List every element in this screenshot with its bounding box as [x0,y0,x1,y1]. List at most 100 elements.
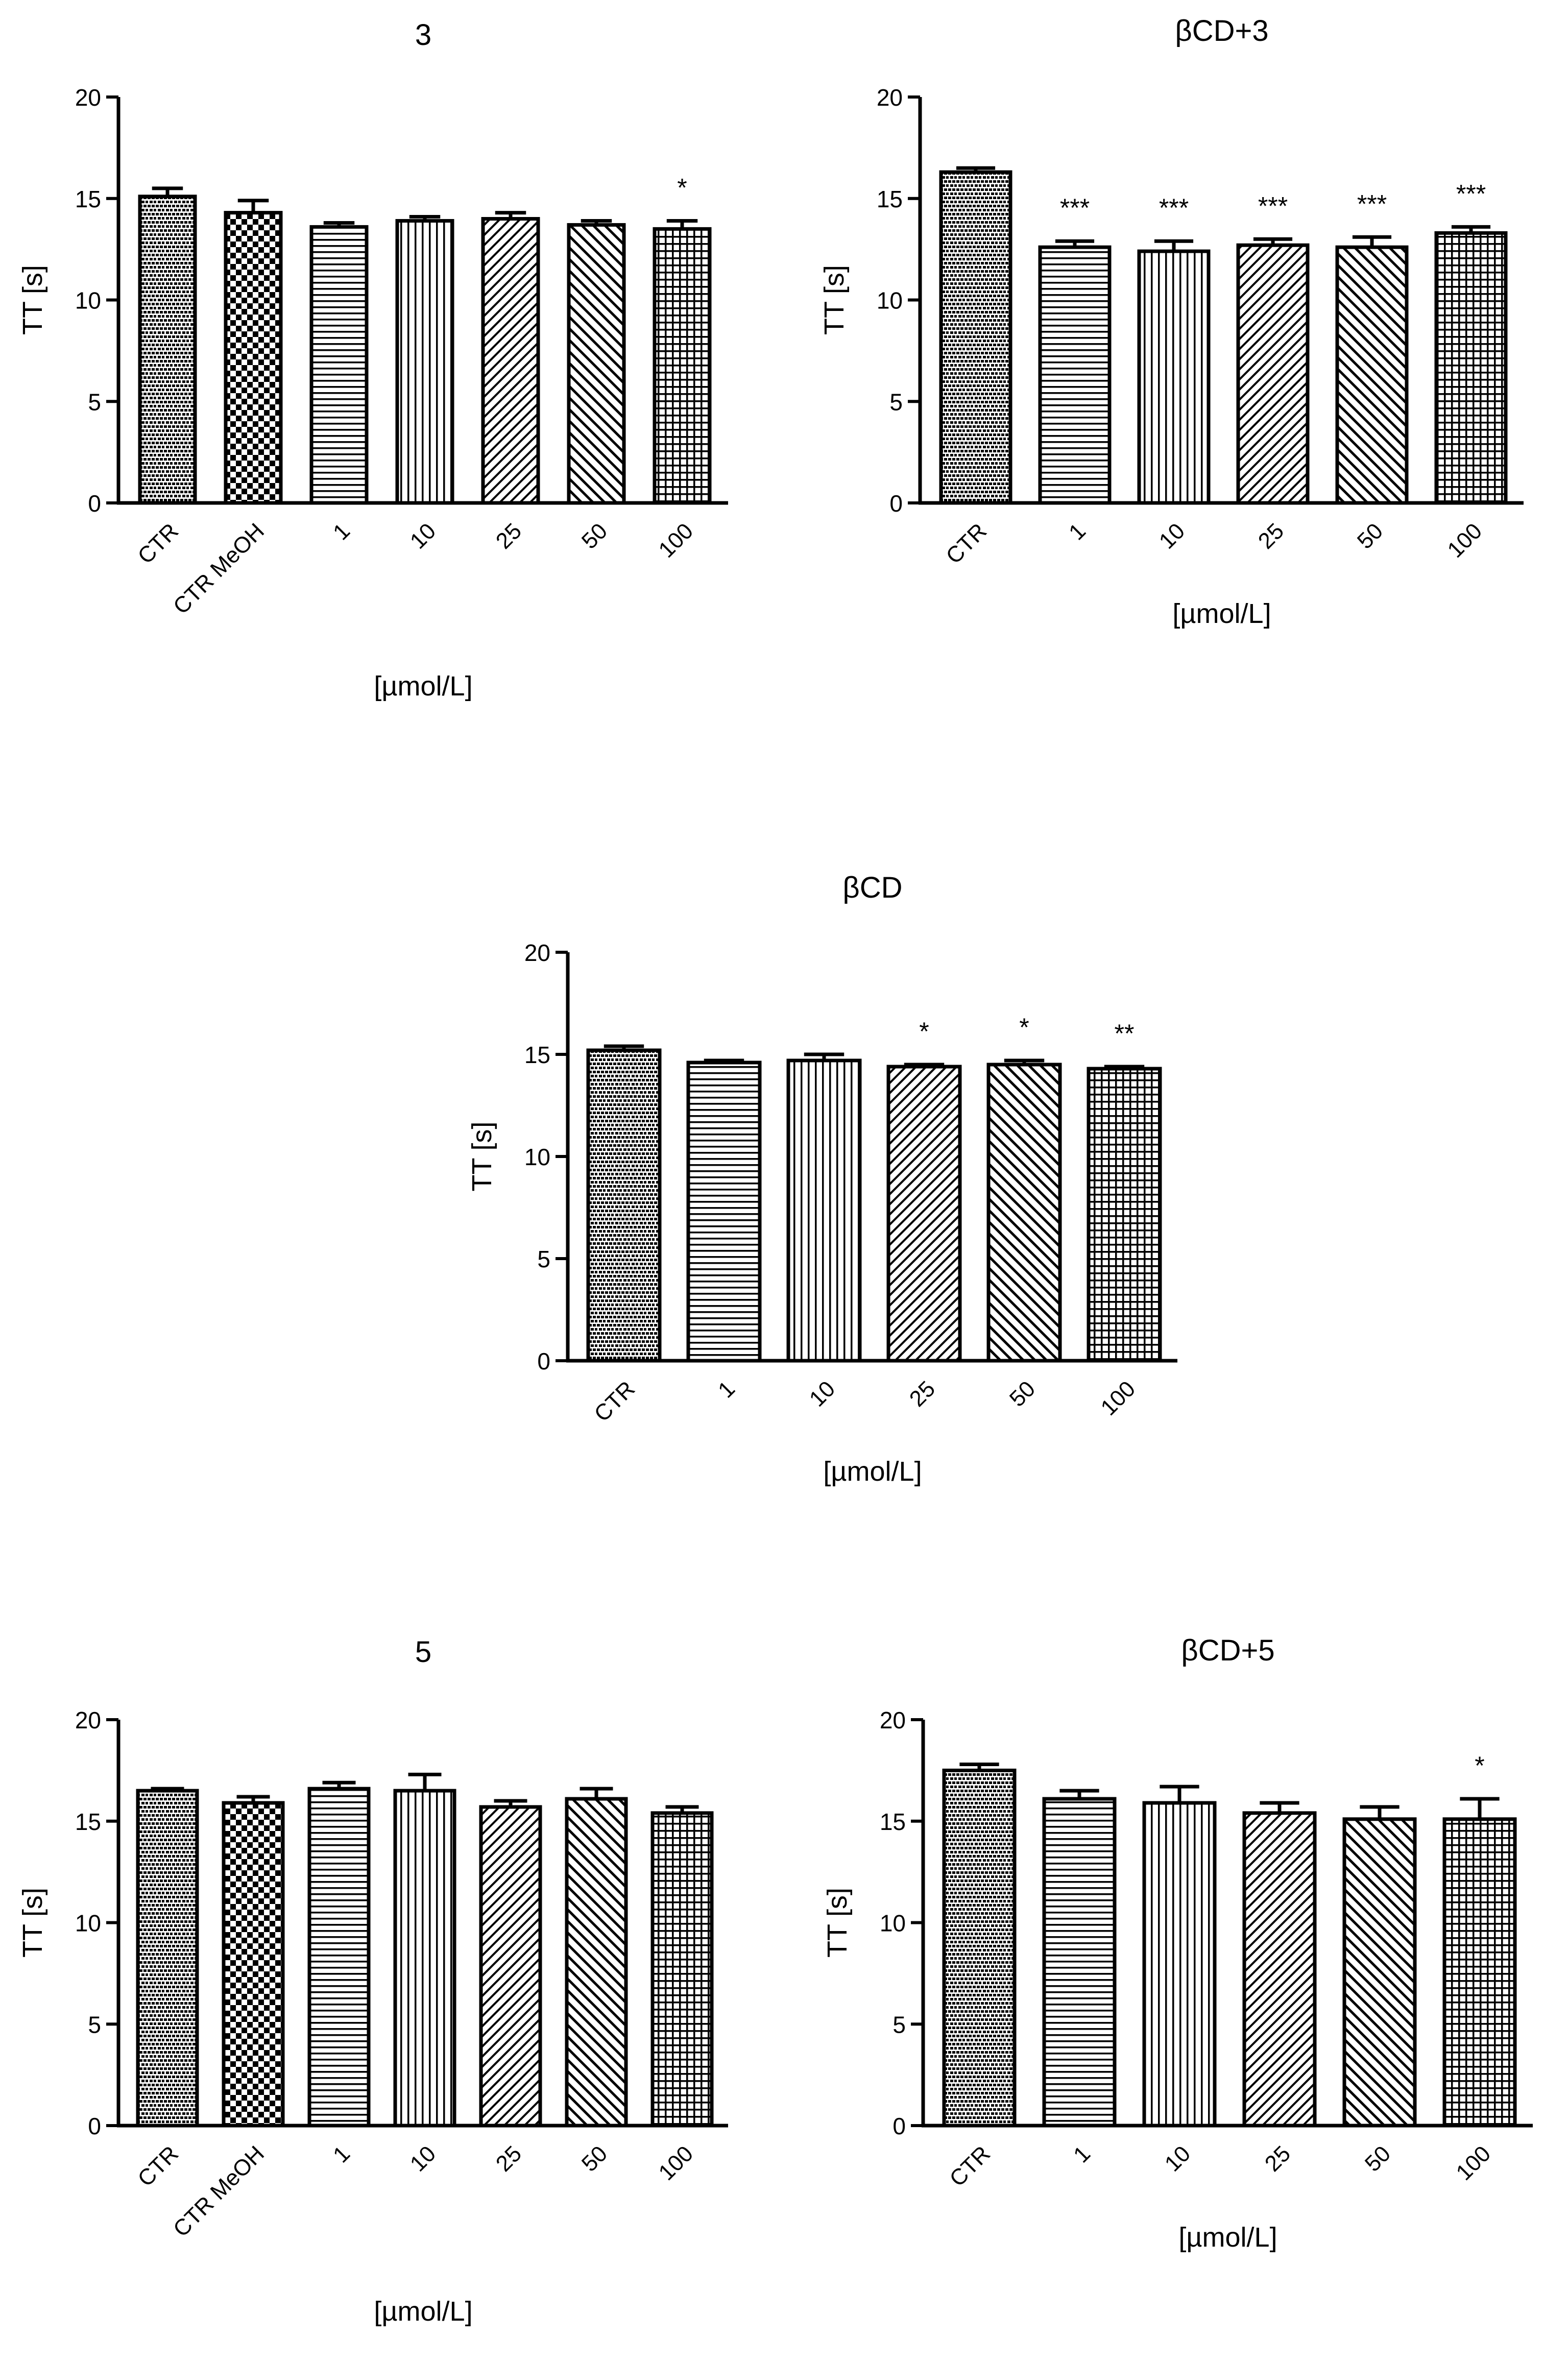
x-tick-label: 1 [1069,2141,1095,2167]
bar [1442,1817,1517,2128]
x-tick-label: CTR [589,1376,640,1427]
bar [886,1065,962,1363]
chart-title: βCD+5 [1181,1634,1274,1667]
bar [222,1801,285,2128]
bar [1335,245,1409,505]
bar [1242,1811,1317,2128]
bar [224,211,283,505]
x-tick-label: 25 [905,1376,940,1411]
x-tick-label: CTR MeOH [168,518,269,619]
bar [653,227,712,505]
chart-title: 5 [415,1635,431,1669]
significance-marker: ** [1115,1019,1135,1048]
y-tick-label: 0 [88,490,101,517]
bar [1137,249,1211,505]
bar [567,223,626,505]
x-tick-label: 50 [1005,1376,1040,1411]
bar [939,170,1012,505]
x-tick-label: 25 [491,2141,526,2176]
chart-title: 3 [415,18,431,52]
bar [479,1805,542,2128]
bar [942,1768,1017,2128]
y-tick-label: 15 [75,186,101,212]
x-tick-label: 1 [713,1376,740,1403]
x-axis-label: [µmol/L] [374,671,472,702]
x-tick-label: 25 [1260,2141,1295,2176]
bar [1087,1067,1162,1363]
x-tick-label: 10 [805,1376,840,1411]
bar [986,1063,1062,1363]
bar [1038,245,1112,505]
x-tick-label: 100 [1096,1376,1141,1420]
y-axis-label: TT [s] [467,1121,497,1191]
y-tick-label: 15 [524,1042,550,1068]
x-axis-label: [µmol/L] [1178,2222,1277,2253]
bar [136,1789,199,2128]
y-tick-label: 10 [880,1910,906,1937]
x-tick-label: 100 [1452,2141,1496,2185]
x-tick-label: 25 [1253,518,1289,553]
bar [586,1048,662,1363]
chart-panel-5: βCD+5 0 5 10 15 20 TT [s] CTR 1 10 25 50 * 100 [µmol/L… [822,1634,1533,2253]
x-tick-label: 1 [328,2141,355,2167]
x-tick-label: 1 [1064,518,1091,545]
x-tick-label: CTR MeOH [168,2141,269,2242]
bar [565,1797,628,2128]
bar [1142,1801,1217,2128]
y-tick-label: 20 [75,84,101,111]
significance-marker: * [1475,1751,1484,1780]
y-tick-label: 10 [524,1144,550,1170]
x-tick-label: 50 [577,2141,612,2176]
bar [393,1789,456,2128]
bar [1236,243,1310,505]
x-axis-label: [µmol/L] [1172,598,1271,629]
chart-title: βCD [842,871,902,904]
bar [481,217,540,505]
bar [309,225,369,505]
x-tick-label: 100 [654,518,698,563]
significance-marker: *** [1159,194,1189,222]
significance-marker: * [919,1017,929,1046]
x-tick-label: CTR [133,518,183,569]
y-tick-label: 20 [877,84,903,111]
chart-panel-2: βCD+3 0 5 10 15 20 TT [s] CTR *** 1 *** 10 *** 25 *** 5… [819,14,1524,629]
y-tick-label: 20 [524,939,550,966]
bar [650,1811,714,2128]
x-tick-label: 1 [328,518,355,545]
x-tick-label: 50 [1360,2141,1395,2176]
y-tick-label: 20 [880,1707,906,1733]
y-tick-label: 5 [537,1246,550,1272]
x-tick-label: 100 [1443,518,1487,563]
y-axis-label: TT [s] [17,265,48,335]
x-tick-label: CTR [945,2141,995,2191]
y-tick-label: 0 [537,1348,550,1375]
y-axis-label: TT [s] [819,265,850,335]
x-tick-label: 25 [491,518,526,553]
y-tick-label: 10 [877,287,903,314]
significance-marker: * [677,173,687,202]
bar [307,1787,371,2128]
y-tick-label: 0 [88,2113,101,2139]
y-tick-label: 10 [75,1910,101,1937]
x-tick-label: 50 [1353,518,1388,553]
x-tick-label: CTR [941,518,992,569]
y-tick-label: 5 [889,389,903,415]
x-tick-label: 50 [577,518,612,553]
x-axis-label: [µmol/L] [374,2296,472,2327]
y-tick-label: 10 [75,287,101,314]
y-tick-label: 0 [889,490,903,517]
y-axis-label: TT [s] [17,1888,48,1958]
bar [138,195,197,505]
bar [1342,1817,1417,2128]
bar [395,219,454,505]
y-tick-label: 15 [880,1809,906,1835]
y-tick-label: 5 [88,2011,101,2038]
x-tick-label: 10 [405,518,441,553]
significance-marker: *** [1456,179,1486,208]
x-tick-label: 10 [405,2141,441,2176]
bar [686,1061,762,1363]
